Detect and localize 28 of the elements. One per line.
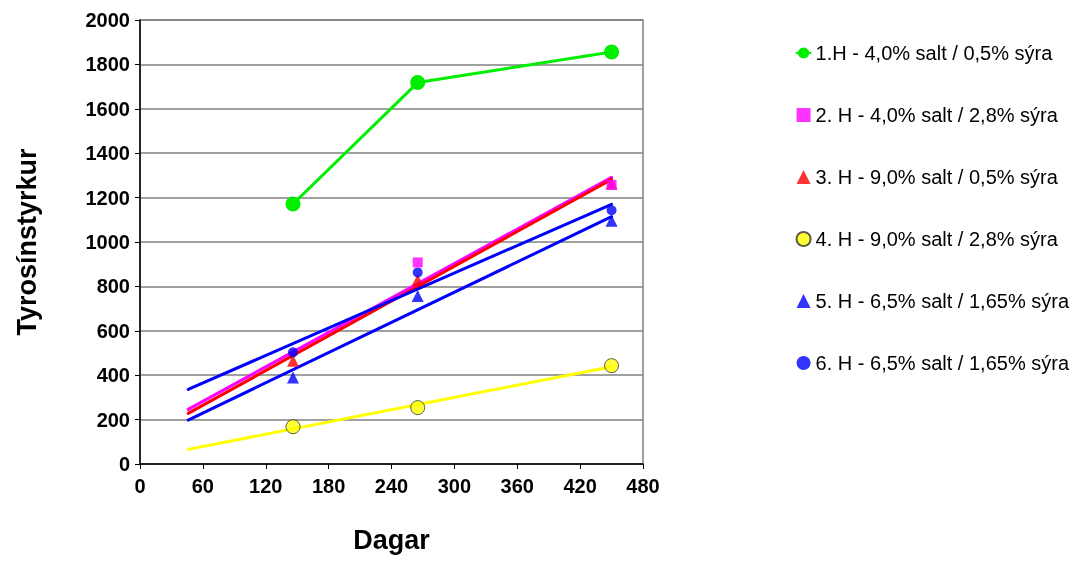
x-tick-label: 360 [500, 475, 534, 497]
y-tick-label: 600 [96, 319, 130, 342]
x-tick-label: 420 [563, 475, 597, 497]
x-axis-title: Dagar [353, 524, 431, 555]
legend-label: 1.H - 4,0% salt / 0,5% sýra [815, 42, 1054, 64]
legend-label: 2. H - 4,0% salt / 2,8% sýra [815, 104, 1059, 126]
y-tick-label: 1000 [85, 231, 130, 253]
x-tick-label: 180 [311, 475, 346, 497]
y-tick-label: 1800 [85, 53, 130, 76]
x-tick-label: 0 [134, 475, 146, 497]
y-tick-label: 400 [96, 364, 130, 387]
y-tick-label: 800 [96, 275, 130, 298]
y-tick-label: 0 [118, 453, 130, 475]
y-tick-label: 1600 [85, 97, 130, 120]
y-tick-label: 1400 [85, 142, 130, 165]
x-tick-label: 120 [249, 475, 283, 497]
legend-label: 3. H - 9,0% salt / 0,5% sýra [815, 166, 1059, 188]
x-tick-label: 60 [191, 475, 214, 497]
x-tick-label: 240 [374, 475, 409, 497]
y-tick-label: 2000 [85, 9, 130, 31]
x-tick-label: 480 [626, 475, 660, 497]
legend-label: 4. H - 9,0% salt / 2,8% sýra [815, 228, 1059, 250]
legend-label: 5. H - 6,5% salt / 1,65% sýra [815, 290, 1070, 312]
legend-label: 6. H - 6,5% salt / 1,65% sýra [815, 352, 1070, 374]
y-tick-label: 1200 [85, 186, 130, 209]
y-tick-label: 200 [96, 408, 130, 431]
y-axis-title: Tyrosínstyrkur [11, 147, 42, 336]
x-tick-label: 300 [437, 475, 472, 497]
